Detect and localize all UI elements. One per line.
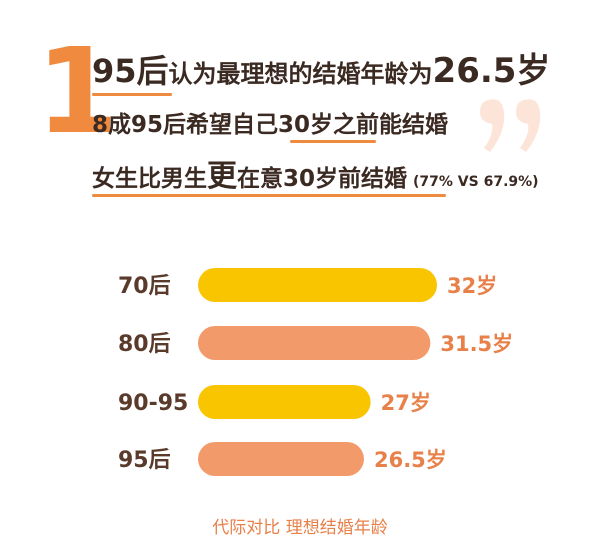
- headline-part: 26.5岁: [433, 51, 551, 91]
- value-label: 31.5岁: [440, 332, 513, 356]
- value-label: 27岁: [381, 391, 431, 415]
- value-label: 32岁: [447, 274, 497, 298]
- underline: [92, 93, 172, 96]
- headline-part: 更: [207, 159, 238, 194]
- caption: 代际对比 理想结婚年龄: [212, 518, 387, 538]
- headline-part: 8成95后希望自己: [92, 111, 278, 138]
- headline-part: 能结婚: [379, 111, 448, 138]
- value-label: 26.5岁: [374, 448, 447, 472]
- bar: [198, 385, 371, 419]
- category-label: 80后: [118, 332, 171, 357]
- headline-part: 认为最理想的结婚年龄为: [169, 60, 433, 88]
- headline-part: 30岁之前: [278, 111, 379, 138]
- category-label: 95后: [118, 448, 171, 473]
- headline: 8成95后希望自己30岁之前能结婚: [92, 111, 448, 138]
- headline-part: 95后: [92, 52, 169, 90]
- bar-chart: 70后 32岁 80后 31.5岁 90-95 27岁 95后 26.5岁: [118, 268, 513, 476]
- category-label: 90-95: [118, 391, 188, 416]
- headline-part: 女生比男生: [92, 165, 207, 192]
- headline-part: (77% VS 67.9%): [413, 174, 539, 190]
- underline: [290, 140, 376, 143]
- headline: 女生比男生更在意30岁前结婚 (77% VS 67.9%): [92, 159, 539, 194]
- headline: 95后认为最理想的结婚年龄为26.5岁: [92, 51, 550, 91]
- underline: [92, 194, 446, 197]
- bar: [198, 326, 431, 360]
- headline-part: 在意30岁前结婚: [237, 165, 407, 192]
- big-number: 1: [36, 22, 118, 160]
- quote-decoration: [480, 99, 541, 152]
- bar: [198, 268, 437, 302]
- category-label: 70后: [118, 274, 171, 299]
- bar: [198, 442, 364, 476]
